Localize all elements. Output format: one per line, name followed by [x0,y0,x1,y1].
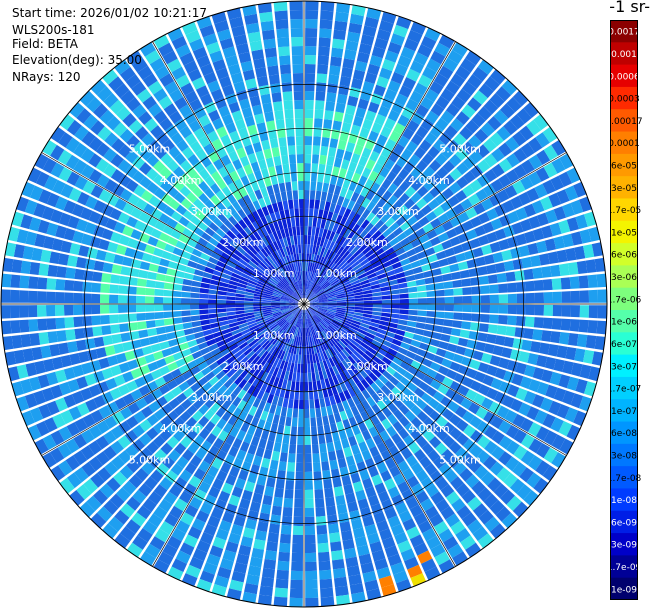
ring-label: 5.00km [129,143,171,156]
colorbar-label: 0.00017 [610,117,643,127]
colorbar-label: 3e-07 [611,362,637,372]
colorbar-label: 6e-06 [611,251,637,261]
ring-label: 2.00km [222,360,264,373]
ring-label: 3.00km [377,205,419,218]
ring-labels: 1.00km 1.00km 1.00km 1.00km 2.00km 2.00km 2.00… [129,143,481,467]
colorbar-label: 3e-05 [611,184,637,194]
elevation-label: Elevation(deg): 35.00 [12,53,142,67]
colorbar-swatch [610,131,638,155]
colorbar-label: 1.7e-08 [610,474,642,484]
colorbar-swatch [610,198,638,222]
field-label: Field: BETA [12,37,78,51]
colorbar-label: 6e-07 [611,340,637,350]
range-rings [0,0,608,608]
colorbar-swatch [610,577,638,600]
colorbar-label: 1.7e-05 [610,206,641,216]
colorbar-label: 3e-06 [611,273,637,283]
colorbar-label: 0.0001 [610,139,640,149]
ring-label: 3.00km [191,205,233,218]
colorbar-swatch [610,220,638,244]
ring-label: 3.00km [191,391,233,404]
colorbar-label: 0.0017 [610,28,640,38]
colorbar-swatch [610,555,638,579]
ring-label: 4.00km [160,422,202,435]
ring-label: 4.00km [408,422,450,435]
ring-label: 4.00km [160,174,202,187]
radar-cells [1,1,607,607]
colorbar-label: 0.0006 [610,72,640,82]
colorbar: 0.0017 0.001 0.0006 0.0003 0.00017 0.0001 6e-0… [610,20,643,600]
colorbar-swatch [610,443,638,467]
colorbar-swatch [610,399,638,423]
colorbar-swatch [610,153,638,177]
ring-label: 5.00km [439,453,481,466]
colorbar-swatch [610,488,638,512]
ring-label: 1.00km [253,267,295,280]
colorbar-label: 3e-08 [611,452,637,462]
colorbar-swatch [610,310,638,333]
colorbar-swatch [610,354,638,378]
colorbar-label: 3e-09 [611,541,637,551]
colorbar-swatch [610,243,638,266]
colorbar-label: 1e-09 [611,585,637,595]
colorbar-swatch [610,332,638,356]
colorbar-swatch [610,109,638,133]
colorbar-swatch [610,20,638,43]
colorbar-swatch [610,533,638,556]
nrays-label: NRays: 120 [12,70,81,84]
colorbar-label: 0.0003 [610,95,640,105]
colorbar-swatch [610,176,638,199]
ring-label: 1.00km [315,267,357,280]
instrument-label: WLS200s-181 [12,23,95,37]
colorbar-label: 1.7e-07 [610,385,641,395]
colorbar-title: -1 sr- [609,0,650,16]
ring-label: 2.00km [346,360,388,373]
colorbar-label: 1.7e-06 [610,295,642,305]
ring-label: 5.00km [129,453,171,466]
colorbar-label: 1.7e-09 [610,563,642,573]
colorbar-swatch [610,466,638,489]
ring-label: 2.00km [346,236,388,249]
colorbar-label: 0.001 [611,50,637,60]
colorbar-label: 6e-09 [611,518,637,528]
colorbar-swatch [610,64,638,88]
colorbar-swatch [610,287,638,311]
colorbar-label: 1e-05 [611,228,637,238]
colorbar-label: 6e-08 [611,429,637,439]
colorbar-swatch [610,421,638,445]
colorbar-swatch [610,42,638,66]
colorbar-swatch [610,510,638,534]
colorbar-label: 6e-05 [611,162,637,172]
ring-label: 1.00km [315,329,357,342]
colorbar-label: 1e-07 [611,407,637,417]
colorbar-swatch [610,265,638,289]
start-time-label: Start time: 2026/01/02 10:21:17 [12,6,207,20]
ring-label: 2.00km [222,236,264,249]
ring-label: 1.00km [253,329,295,342]
colorbar-label: 1e-06 [611,318,637,328]
ring-label: 3.00km [377,391,419,404]
colorbar-swatch [610,376,638,400]
colorbar-label: 1e-08 [611,496,637,506]
colorbar-swatch [610,86,638,110]
ring-label: 5.00km [439,143,481,156]
ring-label: 4.00km [408,174,450,187]
